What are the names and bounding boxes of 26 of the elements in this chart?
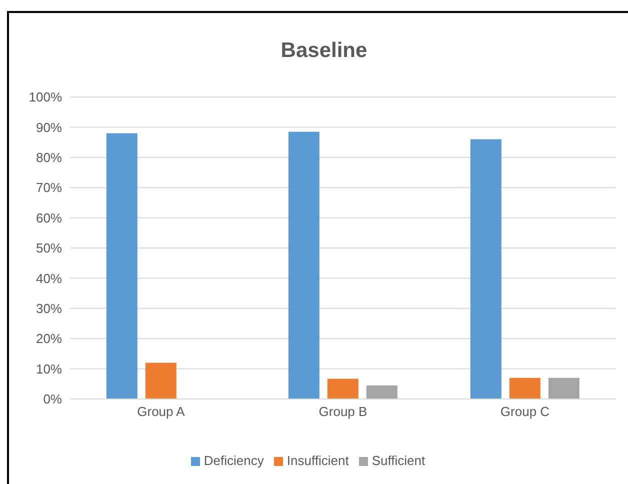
legend-label: Sufficient [372, 453, 426, 468]
y-tick-label: 20% [36, 331, 62, 346]
y-tick-label: 50% [36, 240, 62, 256]
y-tick-label: 0% [43, 392, 62, 407]
y-tick-label: 10% [36, 361, 62, 376]
y-tick-label: 90% [36, 120, 62, 135]
y-tick-label: 60% [36, 210, 62, 226]
legend-label: Insufficient [286, 453, 349, 468]
y-tick-label: 100% [28, 90, 62, 105]
y-tick-label: 40% [36, 270, 62, 286]
bar [288, 132, 320, 399]
bar [470, 139, 502, 399]
bar [106, 133, 138, 399]
bar [548, 378, 580, 399]
bar [327, 378, 358, 399]
bar [366, 385, 398, 399]
x-tick-label: Group C [500, 404, 550, 420]
y-tick-label: 70% [36, 180, 62, 196]
bar [145, 362, 176, 399]
y-tick-label: 30% [36, 301, 62, 316]
y-tick-label: 80% [36, 150, 62, 166]
legend-label: Deficiency [204, 453, 264, 468]
x-tick-label: Group A [137, 404, 186, 420]
x-tick-label: Group B [318, 404, 368, 420]
chart-title: Baseline [280, 39, 368, 63]
bar [509, 378, 540, 399]
